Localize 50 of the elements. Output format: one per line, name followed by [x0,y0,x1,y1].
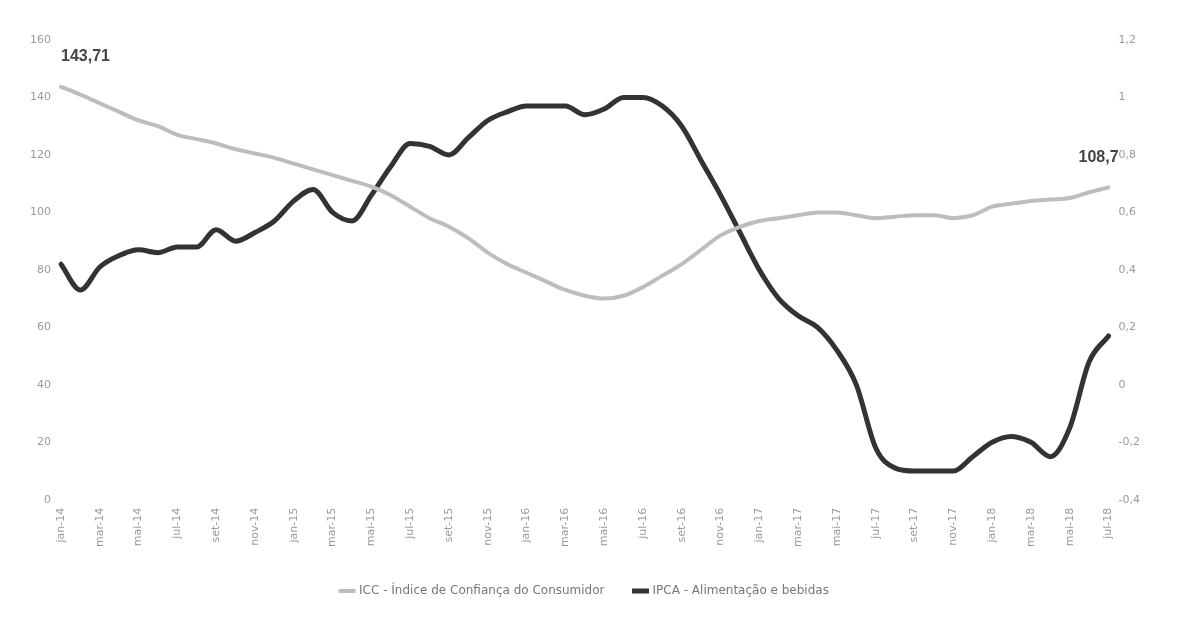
x-tick-label: mai-16 [597,507,611,547]
legend-label: ICC - Índice de Confiança do Consumidor [359,582,605,598]
y-tick-label: 0 [44,492,51,506]
y-tick-label: 40 [37,377,51,391]
x-tick-label: jul-16 [635,507,649,540]
x-tick-label: jan-16 [519,507,533,544]
y-tick-label: 100 [30,205,51,219]
x-tick-label: mar-14 [92,507,106,548]
y-tick-label: 20 [37,435,51,449]
y2-tick-label: 0,8 [1118,147,1137,161]
y-tick-label: 80 [37,262,51,276]
x-tick-label: jul-18 [1101,507,1115,540]
y-tick-label: 140 [30,90,51,104]
x-tick-label: jan-18 [985,507,998,544]
y2-tick-label: 1,2 [1118,32,1137,46]
x-tick-label: mai-18 [1062,507,1076,547]
x-tick-label: nov-17 [946,507,960,546]
y-tick-label: 160 [30,32,51,46]
y2-tick-label: 0,6 [1118,205,1137,219]
annotation: 108,7 [1078,147,1119,165]
x-tick-label: jan-15 [286,507,300,544]
y2-tick-label: 0,4 [1118,262,1137,276]
x-tick-label: set-14 [209,507,223,543]
x-tick-label: mai-14 [131,507,145,547]
y2-tick-label: -0,4 [1118,492,1141,506]
x-tick-label: mar-18 [1023,507,1037,548]
legend-label: IPCA - Alimentação e bebidas [652,583,829,598]
x-tick-label: mai-15 [364,507,378,547]
x-tick-label: jul-14 [170,507,184,540]
x-tick-label: set-15 [441,507,455,543]
x-tick-label: jul-15 [403,507,417,540]
y2-tick-label: 1 [1118,90,1126,104]
y-tick-label: 60 [37,320,51,334]
y2-tick-label: 0,2 [1118,320,1137,334]
x-tick-label: nov-16 [713,507,727,546]
y-tick-label: 120 [30,147,51,161]
x-tick-label: mar-17 [791,507,805,548]
x-tick-label: mar-16 [558,507,572,548]
x-tick-label: set-16 [674,507,688,543]
x-tick-label: jan-14 [53,507,67,544]
annotation: 143,71 [61,47,111,65]
x-tick-label: jul-17 [868,507,882,540]
x-tick-label: nov-15 [480,507,494,546]
x-tick-label: mai-17 [829,507,843,547]
y2-tick-label: 0 [1118,377,1126,391]
x-tick-label: jan-17 [752,507,766,544]
y2-tick-label: -0,2 [1118,435,1141,449]
x-tick-label: set-17 [907,507,921,543]
x-tick-label: nov-14 [247,507,261,546]
x-tick-label: mar-15 [325,507,339,548]
